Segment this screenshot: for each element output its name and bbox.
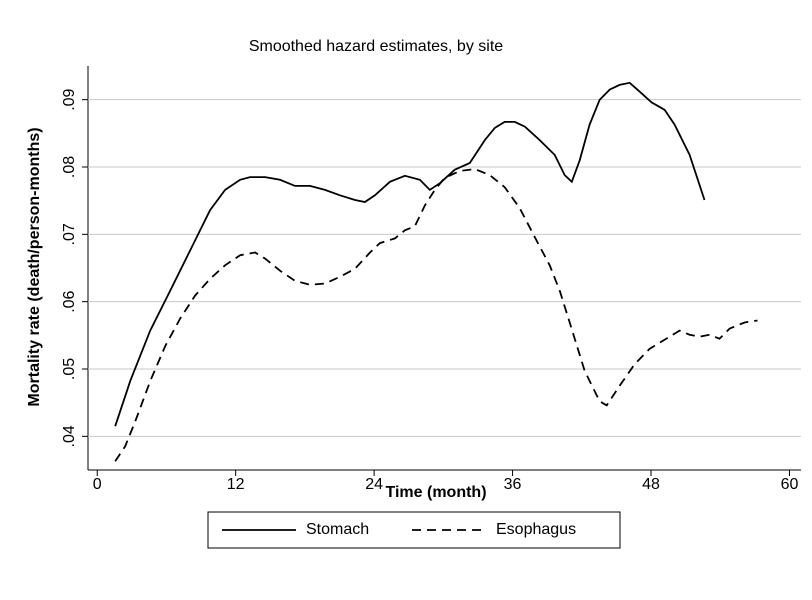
x-tick-label: 0 — [93, 476, 102, 493]
y-tick-label: .05 — [61, 358, 78, 380]
legend-label: Esophagus — [496, 521, 576, 538]
line-series — [114, 81, 706, 427]
legend-label: Stomach — [306, 521, 369, 538]
y-axis-label: Mortality rate (death/person-months) — [26, 127, 43, 406]
y-tick-label: .06 — [61, 290, 78, 312]
y-tick-label: .07 — [61, 223, 78, 245]
x-axis-label: Time (month) — [385, 484, 486, 501]
x-tick-label: 60 — [781, 476, 799, 493]
x-tick-label: 36 — [504, 476, 522, 493]
x-tick-label: 24 — [365, 476, 383, 493]
y-tick-label: .09 — [61, 88, 78, 110]
legend-box — [207, 511, 621, 549]
x-tick-label: 48 — [642, 476, 660, 493]
x-tick-label: 12 — [227, 476, 245, 493]
y-tick-label: .08 — [61, 156, 78, 178]
line-series — [114, 168, 758, 462]
y-tick-label: .04 — [61, 425, 78, 447]
chart-title: Smoothed hazard estimates, by site — [249, 38, 503, 55]
